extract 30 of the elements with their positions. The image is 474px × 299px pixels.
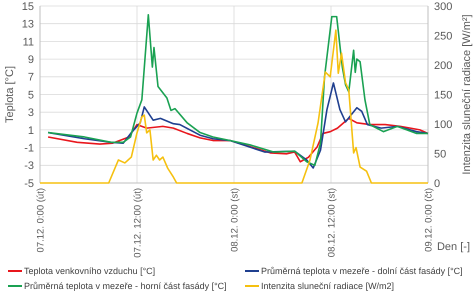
y2-axis-title: Intenzita sluneční radiace [W/m²] [460,14,473,175]
legend-label: Teplota venkovního vzduchu [°C] [24,266,156,276]
x-tick-label: 07.12. 0:00 (út) [35,188,46,252]
y2-tick-label: 50 [434,148,446,160]
x-tick-label: 08.12. 12:00 (st) [326,188,338,258]
y-tick-label: -5 [24,178,34,190]
y-tick-label: 7 [28,72,34,84]
x-tick-label: 09.12. 0:00 (čt) [423,188,434,252]
y-tick-label: -3 [24,160,34,172]
y2-tick-label: 250 [434,30,452,42]
legend-label: Průměrná teplota v mezeře - dolní část fasády [°C] [261,266,463,276]
x-tick-label: 07.12. 12:00 (út) [132,188,144,258]
y2-tick-label: 0 [434,178,440,190]
y-tick-label: 1 [28,124,34,137]
y2-tick-label: 100 [434,118,452,131]
y2-tick-label: 200 [434,60,452,72]
y-axis-title: Teplota [°C] [4,66,16,123]
legend-label: Průměrná teplota v mezeře - horní část fasády [°C] [24,281,227,292]
x-tick-label: 08.12. 0:00 (st) [229,188,240,252]
y-tick-label: 15 [22,0,34,13]
y-tick-label: 5 [28,89,34,102]
y-tick-label: 11 [22,36,34,48]
legend-label: Intenzita sluneční radiace [W/m2] [261,281,394,292]
x-axis-title: Den [-] [436,241,470,253]
y-tick-label: -1 [24,142,34,154]
y-tick-label: 9 [28,54,34,66]
y2-tick-label: 300 [434,0,452,13]
y-tick-label: 3 [28,107,34,120]
y-tick-label: 13 [22,18,34,31]
y2-tick-label: 150 [434,89,452,102]
